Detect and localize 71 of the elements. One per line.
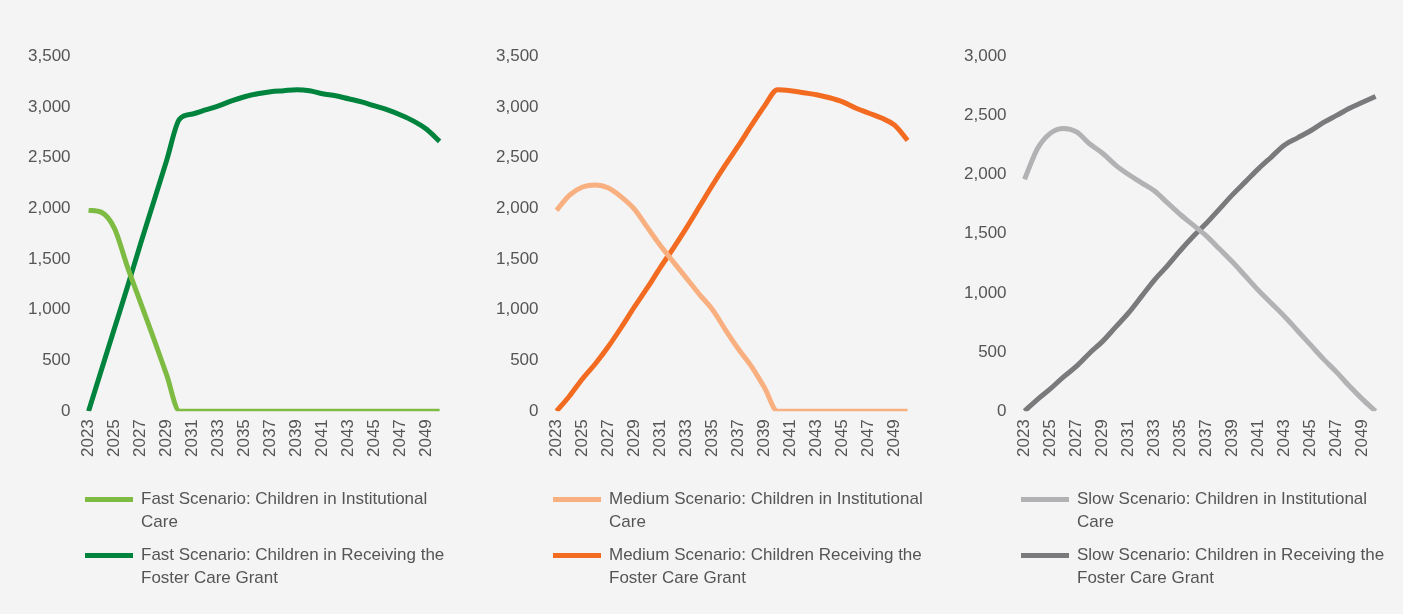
x-tick-label: 2029 <box>1092 419 1112 458</box>
y-tick-label: 2,500 <box>495 147 539 167</box>
x-tick-label: 2035 <box>1170 419 1190 458</box>
y-tick-label: 1,500 <box>27 248 71 268</box>
y-tick-label: 500 <box>510 350 539 370</box>
x-tick-label: 2031 <box>650 419 670 458</box>
y-tick-label: 3,500 <box>27 45 71 65</box>
x-tick-label: 2037 <box>1196 419 1216 458</box>
x-tick-label: 2049 <box>1352 419 1372 458</box>
y-tick-label: 2,000 <box>963 164 1007 184</box>
y-tick-label: 3,000 <box>495 96 539 116</box>
x-tick-label: 2033 <box>676 419 696 458</box>
x-tick-label: 2027 <box>130 419 150 458</box>
x-tick-label: 2029 <box>624 419 644 458</box>
x-tick-label: 2047 <box>858 419 878 458</box>
x-tick-label: 2047 <box>1326 419 1346 458</box>
y-tick-label: 1,500 <box>963 223 1007 243</box>
x-tick-label: 2043 <box>806 419 826 458</box>
y-tick-label: 0 <box>997 400 1007 420</box>
x-tick-label: 2041 <box>780 419 800 458</box>
y-tick-label: 1,000 <box>27 299 71 319</box>
y-tick-label: 1,000 <box>495 299 539 319</box>
y-tick-label: 500 <box>978 341 1007 361</box>
x-tick-label: 2045 <box>832 419 852 458</box>
x-tick-label: 2023 <box>546 419 566 458</box>
x-tick-label: 2035 <box>702 419 722 458</box>
x-tick-label: 2039 <box>1222 419 1242 458</box>
x-tick-label: 2045 <box>364 419 384 458</box>
legend-label: Fast Scenario: Children in Institutional Care <box>141 488 429 533</box>
x-tick-label: 2033 <box>208 419 228 458</box>
y-tick-label: 1,500 <box>495 248 539 268</box>
legend-label: Fast Scenario: Children in Receiving the Foster Care Grant <box>141 544 446 589</box>
y-tick-label: 2,000 <box>27 198 71 218</box>
x-tick-label: 2033 <box>1144 419 1164 458</box>
x-tick-label: 2037 <box>260 419 280 458</box>
y-tick-label: 1,000 <box>963 282 1007 302</box>
x-tick-label: 2037 <box>728 419 748 458</box>
legend-label: Slow Scenario: Children in Receiving the Foster Care Grant <box>1077 544 1386 589</box>
x-tick-label: 2041 <box>312 419 332 458</box>
legend-label: Medium Scenario: Children in Institutional Care <box>609 488 924 533</box>
x-tick-label: 2035 <box>234 419 254 458</box>
x-tick-label: 2039 <box>754 419 774 458</box>
x-tick-label: 2047 <box>390 419 410 458</box>
y-tick-label: 500 <box>42 350 71 370</box>
legend-label: Slow Scenario: Children in Institutional Care <box>1077 488 1369 533</box>
x-tick-label: 2045 <box>1300 419 1320 458</box>
x-tick-label: 2025 <box>1040 419 1060 458</box>
x-tick-label: 2023 <box>1014 419 1034 458</box>
y-tick-label: 3,000 <box>27 96 71 116</box>
x-tick-label: 2041 <box>1248 419 1268 458</box>
y-tick-label: 3,000 <box>963 45 1007 65</box>
x-tick-label: 2031 <box>182 419 202 458</box>
y-tick-label: 2,500 <box>27 147 71 167</box>
legend-label: Medium Scenario: Children Receiving the Foster Care Grant <box>609 544 923 589</box>
x-tick-label: 2029 <box>156 419 176 458</box>
x-tick-label: 2025 <box>104 419 124 458</box>
x-tick-label: 2031 <box>1118 419 1138 458</box>
y-tick-label: 3,500 <box>495 45 539 65</box>
x-tick-label: 2049 <box>884 419 904 458</box>
x-tick-label: 2027 <box>598 419 618 458</box>
y-tick-label: 2,000 <box>495 198 539 218</box>
x-tick-label: 2043 <box>1274 419 1294 458</box>
y-tick-label: 2,500 <box>963 105 1007 125</box>
x-tick-label: 2043 <box>338 419 358 458</box>
x-tick-label: 2025 <box>572 419 592 458</box>
y-tick-label: 0 <box>529 400 539 420</box>
y-tick-label: 0 <box>61 400 71 420</box>
x-tick-label: 2039 <box>286 419 306 458</box>
x-tick-label: 2023 <box>78 419 98 458</box>
x-tick-label: 2049 <box>416 419 436 458</box>
x-tick-label: 2027 <box>1066 419 1086 458</box>
